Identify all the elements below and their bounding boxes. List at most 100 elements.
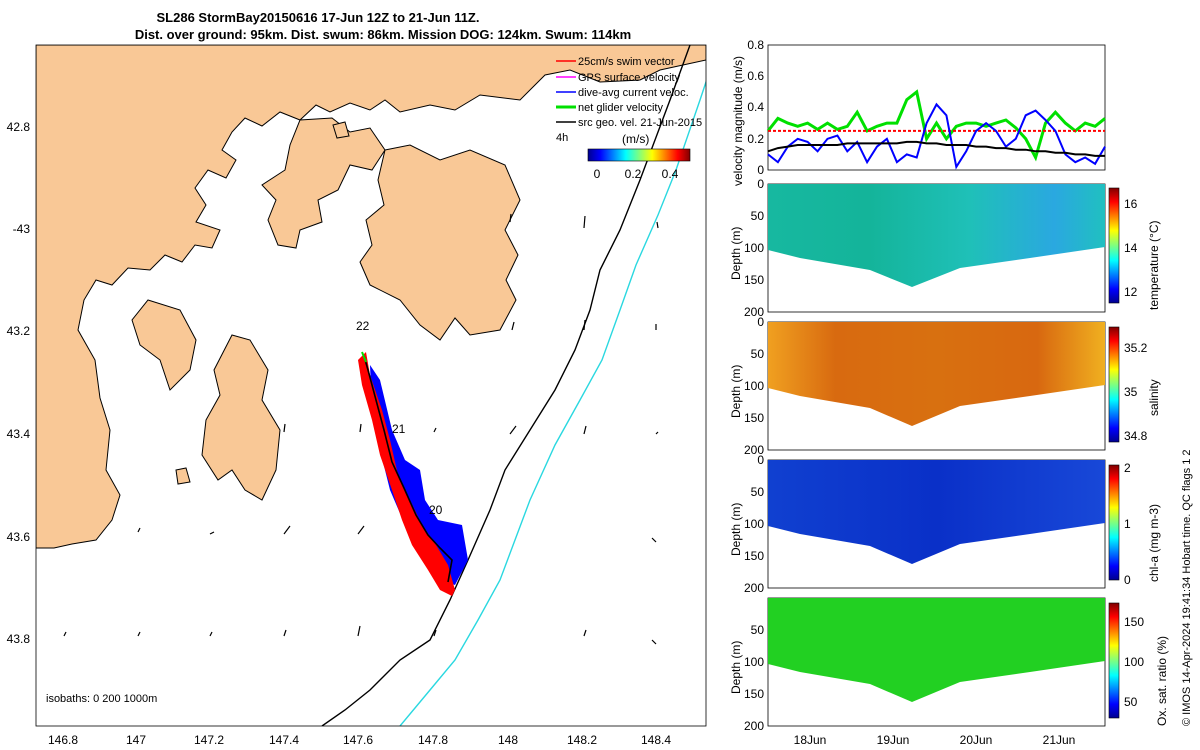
- map-colorbar-tick-02: 0.2: [625, 167, 642, 181]
- map-legend: 25cm/s swim vector GPS surface velocity …: [556, 56, 702, 181]
- map-colorbar: [587, 148, 691, 162]
- map-y-tick: 42.8: [7, 120, 31, 134]
- velocity-lines: [766, 89, 1106, 170]
- current-arrow: [63, 631, 67, 637]
- track-swim-vectors: [358, 352, 455, 596]
- sal-cb-tick: 35.2: [1124, 341, 1148, 355]
- footer-vertical: © IMOS 14-Apr-2024 19:41:34 Hobart time.…: [1181, 449, 1193, 726]
- land-inlet-west: [131, 299, 197, 391]
- salinity-label: salinity: [1147, 379, 1161, 416]
- sal-cb-tick: 34.8: [1124, 429, 1148, 443]
- current-arrow: [509, 425, 517, 435]
- land-peninsula-north: [261, 117, 386, 249]
- ox-cb-tick: 50: [1124, 695, 1138, 709]
- legend-net-glider: net glider velocity: [578, 102, 663, 114]
- depth-tick: 50: [751, 623, 765, 637]
- title-line-1: SL286 StormBay20150616 17-Jun 12Z to 21-…: [157, 10, 480, 25]
- map-x-tick: 148.2: [567, 733, 597, 747]
- velocity-series-dive-avg-current-veloc-: [767, 102, 1106, 170]
- day-label-21: 21: [392, 422, 406, 436]
- land-mainland: [36, 45, 706, 549]
- depth-tick: 0: [757, 315, 764, 329]
- velocity-frame: [767, 44, 1106, 171]
- map-y-axis: 42.8 -43 43.2 43.4 43.6 43.8: [7, 120, 31, 646]
- depth-tick: 0: [757, 453, 764, 467]
- map-x-tick: 147.4: [269, 733, 299, 747]
- oxygen-label: Ox. sat. ratio (%): [1155, 636, 1169, 726]
- date-tick-20jun: 20Jun: [960, 733, 993, 747]
- depth-tick: 0: [757, 177, 764, 191]
- depth-tick: 150: [744, 411, 764, 425]
- map-x-tick: 148.4: [641, 733, 671, 747]
- isobath-1000m: [399, 79, 706, 726]
- velocity-panel: 0.8 0.6 0.4 0.2 0 velocity magnitude (m/…: [731, 38, 1106, 186]
- land-island-south: [201, 334, 281, 501]
- depth-tick: 50: [751, 209, 765, 223]
- velocity-series-src-geo-vel-: [767, 140, 1105, 157]
- current-arrow: [357, 525, 365, 535]
- depth-tick: 50: [751, 347, 765, 361]
- land-small-islands: [175, 121, 350, 485]
- map-x-tick: 146.8: [48, 733, 78, 747]
- depth-tick: 100: [744, 379, 764, 393]
- depth-tick: 200: [744, 305, 764, 319]
- isobaths-note: isobaths: 0 200 1000m: [46, 693, 157, 705]
- depth-tick: 100: [744, 517, 764, 531]
- map-x-tick: 147.6: [343, 733, 373, 747]
- depth-tick: 150: [744, 687, 764, 701]
- chl-label: chl-a (mg m-3): [1147, 504, 1161, 582]
- map-x-axis: 146.8 147 147.2 147.4 147.6 147.8 148 14…: [48, 733, 671, 747]
- current-arrow: [137, 527, 141, 533]
- chl-cb-tick: 0: [1124, 573, 1131, 587]
- depth-label: Depth (m): [729, 227, 743, 280]
- isobath-200m: [321, 45, 691, 726]
- oxygen-panel: 150 100 50 Ox. sat. ratio (%) 50 100 150…: [729, 597, 1169, 747]
- temperature-section: [768, 184, 1105, 287]
- oxygen-section: [768, 598, 1105, 702]
- sal-cb-tick: 35: [1124, 385, 1138, 399]
- chl-section: [768, 460, 1105, 564]
- legend-src-geo: src geo. vel. 21-Jun-2015: [578, 117, 702, 129]
- depth-label: Depth (m): [729, 641, 743, 694]
- vel-y-tick: 0.4: [747, 100, 764, 114]
- depth-tick: 50: [751, 485, 765, 499]
- depth-tick: 100: [744, 241, 764, 255]
- temp-cb-tick: 12: [1124, 285, 1138, 299]
- depth-tick: 150: [744, 273, 764, 287]
- map-colorbar-tick-04: 0.4: [662, 167, 679, 181]
- map-x-tick: 147.8: [418, 733, 448, 747]
- day-label-22: 22: [356, 319, 370, 333]
- track-gps-start: [361, 351, 367, 363]
- map-y-tick: 43.4: [7, 427, 31, 441]
- depth-tick: 200: [744, 581, 764, 595]
- chl-cb-tick: 2: [1124, 461, 1131, 475]
- velocity-series-net-glider-velocity: [766, 89, 1106, 162]
- current-arrows: [63, 213, 659, 645]
- salinity-section: [768, 322, 1105, 426]
- title-line-2: Dist. over ground: 95km. Dist. swum: 86k…: [135, 27, 631, 42]
- depth-tick: 100: [744, 655, 764, 669]
- current-arrow: [283, 629, 287, 637]
- temperature-label: temperature (°C): [1147, 221, 1161, 311]
- velocity-ylabel: velocity magnitude (m/s): [731, 56, 745, 186]
- temperature-panel: 16 14 12 temperature (°C) 0 50 100 150 2…: [729, 177, 1161, 319]
- vel-y-tick: 0.2: [747, 132, 764, 146]
- map-y-tick: 43.2: [7, 324, 31, 338]
- salinity-panel: 35.2 35 34.8 salinity 0 50 100 150 200 D…: [729, 315, 1161, 457]
- temperature-colorbar: [1108, 187, 1120, 304]
- ox-cb-tick: 100: [1124, 655, 1144, 669]
- map-panel: 22 21 20 25cm/s s: [7, 44, 707, 747]
- temp-cb-tick: 16: [1124, 197, 1138, 211]
- vel-y-tick: 0: [757, 163, 764, 177]
- chl-panel: 2 1 0 chl-a (mg m-3) 0 50 100 150 200 De…: [729, 453, 1161, 595]
- current-arrow: [583, 629, 587, 637]
- track-net-glider: [363, 355, 453, 583]
- temp-cb-tick: 14: [1124, 241, 1138, 255]
- map-x-tick: 148: [498, 733, 518, 747]
- map-colorbar-tick-0: 0: [594, 167, 601, 181]
- salinity-colorbar: [1108, 326, 1120, 443]
- map-y-tick: 43.8: [7, 632, 31, 646]
- legend-4h: 4h: [556, 132, 568, 144]
- map-x-tick: 147: [126, 733, 146, 747]
